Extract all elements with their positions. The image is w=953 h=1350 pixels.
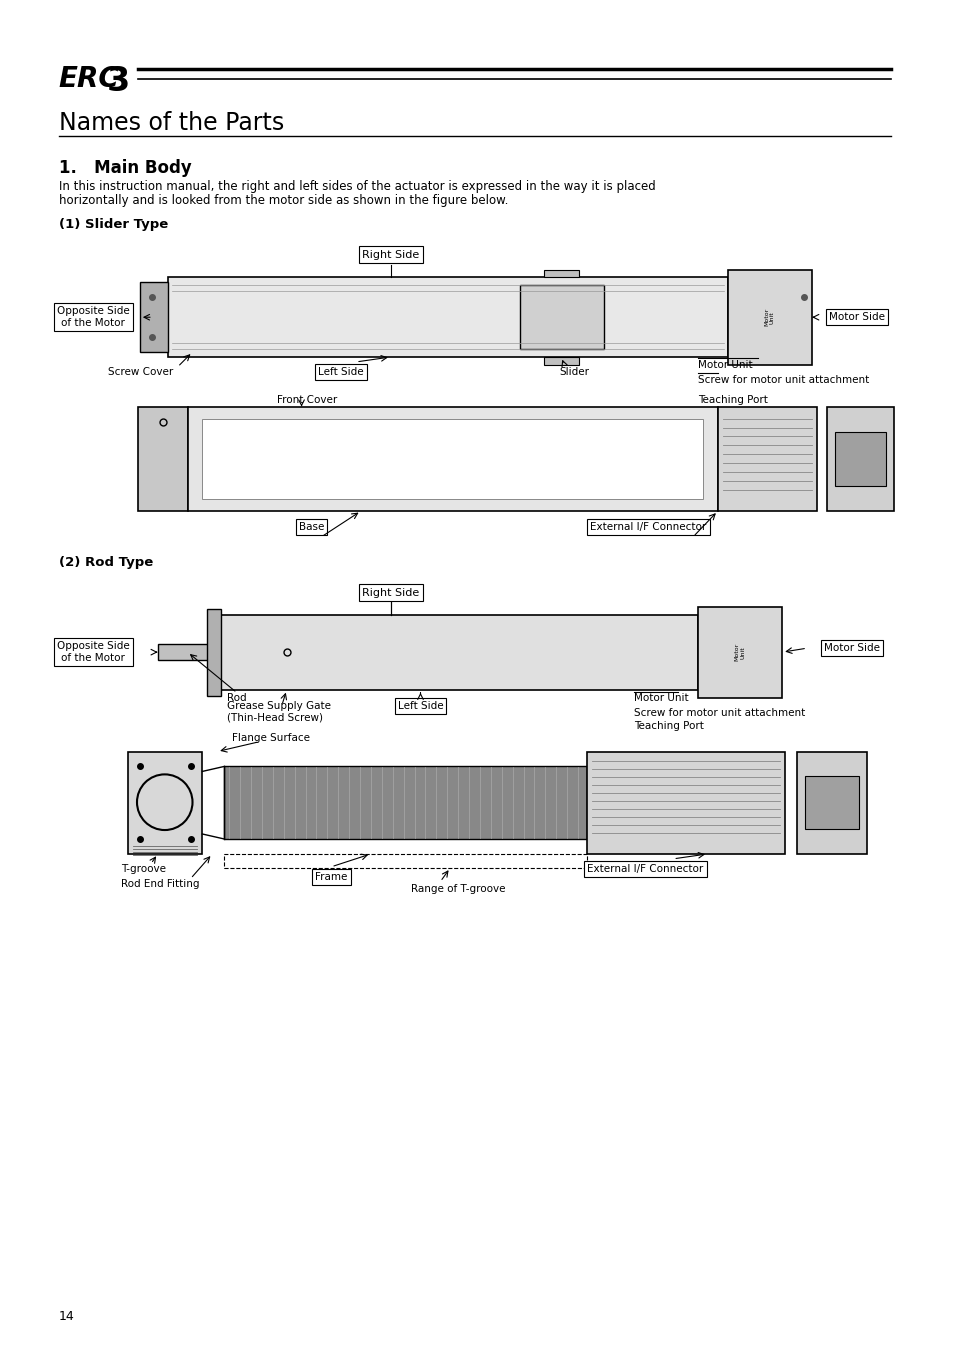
Bar bbox=[586, 752, 784, 855]
Bar bbox=[834, 432, 885, 486]
Text: Right Side: Right Side bbox=[362, 587, 419, 598]
Bar bbox=[797, 752, 865, 855]
Text: Screw for motor unit attachment: Screw for motor unit attachment bbox=[698, 375, 868, 385]
Text: Range of T-groove: Range of T-groove bbox=[410, 884, 504, 894]
Bar bbox=[217, 616, 698, 690]
Text: Opposite Side
of the Motor: Opposite Side of the Motor bbox=[57, 641, 130, 663]
Bar bbox=[138, 406, 188, 512]
Bar bbox=[168, 278, 727, 356]
Text: Motor
Unit: Motor Unit bbox=[763, 308, 774, 327]
Bar bbox=[224, 855, 586, 868]
Bar bbox=[544, 356, 578, 365]
Text: Opposite Side
of the Motor: Opposite Side of the Motor bbox=[57, 306, 130, 328]
Bar bbox=[717, 406, 816, 512]
Text: Rod: Rod bbox=[227, 693, 247, 703]
Text: 3: 3 bbox=[106, 65, 130, 99]
Text: External I/F Connector: External I/F Connector bbox=[590, 522, 706, 532]
Bar bbox=[698, 608, 781, 698]
Bar bbox=[202, 418, 702, 500]
Text: In this instruction manual, the right and left sides of the actuator is expresse: In this instruction manual, the right an… bbox=[59, 180, 655, 193]
Bar bbox=[224, 767, 586, 838]
Text: 1.   Main Body: 1. Main Body bbox=[59, 159, 192, 177]
Text: horizontally and is looked from the motor side as shown in the figure below.: horizontally and is looked from the moto… bbox=[59, 194, 508, 208]
Text: Flange Surface: Flange Surface bbox=[232, 733, 310, 743]
Text: (1) Slider Type: (1) Slider Type bbox=[59, 219, 168, 231]
Text: Motor Side: Motor Side bbox=[822, 643, 879, 653]
Text: 14: 14 bbox=[59, 1310, 74, 1323]
Text: Frame: Frame bbox=[314, 872, 347, 882]
Text: Front Cover: Front Cover bbox=[276, 394, 336, 405]
Text: (2) Rod Type: (2) Rod Type bbox=[59, 556, 152, 570]
Bar bbox=[157, 644, 217, 660]
Text: Teaching Port: Teaching Port bbox=[633, 721, 702, 730]
Text: Screw for motor unit attachment: Screw for motor unit attachment bbox=[633, 707, 804, 718]
Text: External I/F Connector: External I/F Connector bbox=[587, 864, 703, 873]
Text: T-groove: T-groove bbox=[121, 864, 166, 873]
Text: Rod End Fitting: Rod End Fitting bbox=[121, 879, 199, 888]
Bar bbox=[727, 270, 811, 364]
Text: Base: Base bbox=[298, 522, 324, 532]
Bar bbox=[826, 406, 893, 512]
Bar bbox=[804, 776, 858, 829]
Bar bbox=[140, 282, 168, 352]
Bar bbox=[128, 752, 202, 855]
Text: Motor Side: Motor Side bbox=[828, 312, 883, 323]
Text: Screw Cover: Screw Cover bbox=[108, 367, 173, 377]
Text: Grease Supply Gate
(Thin-Head Screw): Grease Supply Gate (Thin-Head Screw) bbox=[227, 701, 331, 722]
Text: Slider: Slider bbox=[558, 367, 589, 377]
Text: ERC: ERC bbox=[59, 65, 119, 93]
Text: Motor Unit: Motor Unit bbox=[698, 360, 752, 370]
Text: Left Side: Left Side bbox=[397, 701, 443, 711]
Bar bbox=[544, 270, 578, 278]
Bar bbox=[207, 609, 221, 695]
Bar bbox=[519, 285, 603, 350]
Text: Motor
Unit: Motor Unit bbox=[734, 643, 744, 662]
Text: Right Side: Right Side bbox=[362, 250, 419, 259]
Bar bbox=[188, 406, 717, 512]
Text: Names of the Parts: Names of the Parts bbox=[59, 112, 284, 135]
Text: Left Side: Left Side bbox=[318, 367, 364, 377]
Text: Motor Unit: Motor Unit bbox=[633, 693, 687, 703]
Text: Teaching Port: Teaching Port bbox=[698, 394, 767, 405]
